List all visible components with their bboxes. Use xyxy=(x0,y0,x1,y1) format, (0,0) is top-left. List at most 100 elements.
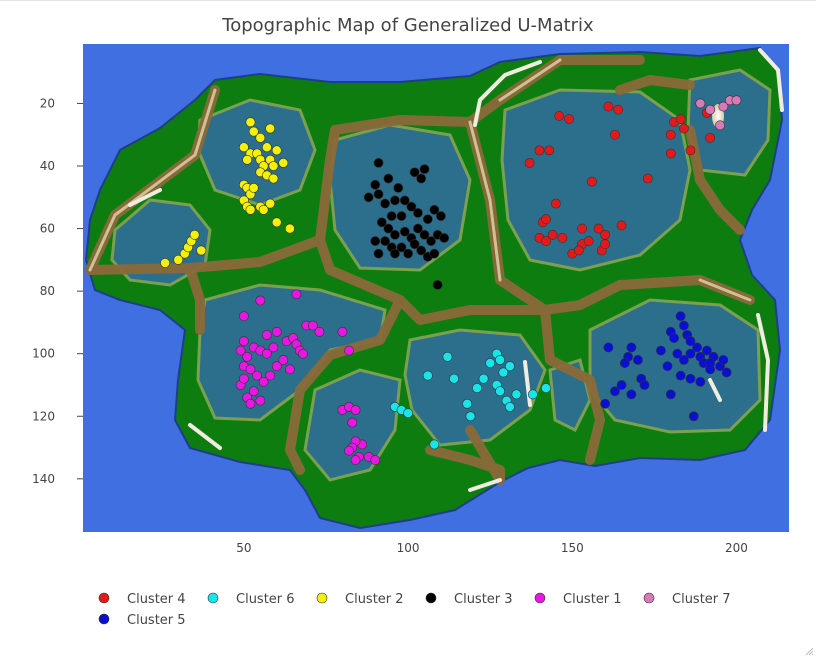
data-point[interactable] xyxy=(419,164,430,175)
data-point[interactable] xyxy=(380,236,391,246)
data-point[interactable] xyxy=(363,192,374,203)
data-point[interactable] xyxy=(705,132,716,143)
data-point[interactable] xyxy=(406,201,417,212)
data-point[interactable] xyxy=(679,123,689,134)
data-point[interactable] xyxy=(422,214,433,225)
data-point[interactable] xyxy=(449,373,459,384)
data-point[interactable] xyxy=(278,157,289,168)
legend-item[interactable]: Cluster 5 xyxy=(98,613,186,628)
data-point[interactable] xyxy=(284,364,295,375)
data-point[interactable] xyxy=(718,101,729,112)
data-point[interactable] xyxy=(616,220,627,231)
data-point[interactable] xyxy=(403,408,413,419)
data-point[interactable] xyxy=(573,245,584,256)
data-point[interactable] xyxy=(462,398,473,409)
data-point[interactable] xyxy=(524,157,535,168)
data-point[interactable] xyxy=(393,182,404,193)
data-point[interactable] xyxy=(675,370,686,381)
data-point[interactable] xyxy=(610,129,620,140)
legend-item[interactable]: Cluster 7 xyxy=(643,592,731,607)
data-point[interactable] xyxy=(370,179,381,190)
legend-item[interactable]: Cluster 3 xyxy=(425,592,513,607)
data-point[interactable] xyxy=(390,195,400,206)
data-point[interactable] xyxy=(498,367,509,378)
data-point[interactable] xyxy=(416,173,427,184)
data-point[interactable] xyxy=(504,361,515,372)
data-point[interactable] xyxy=(619,358,630,368)
data-point[interactable] xyxy=(242,351,253,362)
data-point[interactable] xyxy=(715,120,725,131)
data-point[interactable] xyxy=(245,364,256,375)
legend-item[interactable]: Cluster 6 xyxy=(207,592,295,607)
data-point[interactable] xyxy=(291,289,302,300)
data-point[interactable] xyxy=(603,101,614,112)
data-point[interactable] xyxy=(557,233,568,243)
data-point[interactable] xyxy=(429,204,440,215)
resize-grip-icon[interactable] xyxy=(804,646,814,656)
data-point[interactable] xyxy=(593,223,604,234)
data-point[interactable] xyxy=(268,173,279,184)
data-point[interactable] xyxy=(432,279,443,290)
data-point[interactable] xyxy=(429,248,440,259)
legend-item[interactable]: Cluster 1 xyxy=(534,592,622,607)
data-point[interactable] xyxy=(672,348,683,359)
data-point[interactable] xyxy=(396,242,407,253)
data-point[interactable] xyxy=(344,345,354,356)
data-point[interactable] xyxy=(478,373,489,384)
data-point[interactable] xyxy=(307,320,318,331)
data-point[interactable] xyxy=(656,345,666,356)
data-point[interactable] xyxy=(350,455,361,465)
data-point[interactable] xyxy=(600,398,611,409)
data-point[interactable] xyxy=(160,258,170,268)
data-point[interactable] xyxy=(248,182,259,193)
legend-item[interactable]: Cluster 2 xyxy=(316,592,404,607)
legend-item[interactable]: Cluster 4 xyxy=(98,592,186,607)
data-point[interactable] xyxy=(718,355,729,365)
data-point[interactable] xyxy=(298,348,308,359)
data-point[interactable] xyxy=(721,367,732,378)
data-point[interactable] xyxy=(665,389,676,400)
data-point[interactable] xyxy=(485,358,496,368)
data-point[interactable] xyxy=(511,389,522,400)
data-point[interactable] xyxy=(541,383,551,394)
data-point[interactable] xyxy=(196,245,207,256)
data-point[interactable] xyxy=(626,342,637,353)
data-point[interactable] xyxy=(688,411,699,422)
data-point[interactable] xyxy=(370,455,381,465)
data-point[interactable] xyxy=(255,295,266,306)
data-point[interactable] xyxy=(495,386,505,397)
data-point[interactable] xyxy=(685,145,696,156)
data-point[interactable] xyxy=(258,204,269,215)
data-point[interactable] xyxy=(587,176,597,187)
data-point[interactable] xyxy=(583,236,594,246)
data-point[interactable] xyxy=(380,198,391,209)
data-point[interactable] xyxy=(413,208,423,218)
data-point[interactable] xyxy=(278,355,289,365)
data-point[interactable] xyxy=(258,376,269,387)
data-point[interactable] xyxy=(265,370,276,381)
data-point[interactable] xyxy=(702,345,712,356)
data-point[interactable] xyxy=(255,132,266,143)
data-point[interactable] xyxy=(239,311,249,322)
data-point[interactable] xyxy=(633,355,643,365)
data-point[interactable] xyxy=(396,211,407,221)
data-point[interactable] xyxy=(265,198,276,209)
data-point[interactable] xyxy=(235,345,246,356)
data-point[interactable] xyxy=(284,223,295,234)
data-point[interactable] xyxy=(675,114,686,124)
data-point[interactable] xyxy=(547,229,558,240)
data-point[interactable] xyxy=(613,104,624,115)
data-point[interactable] xyxy=(173,254,184,265)
data-point[interactable] xyxy=(413,223,423,234)
data-point[interactable] xyxy=(616,380,627,390)
data-point[interactable] xyxy=(426,236,436,246)
data-point[interactable] xyxy=(527,389,538,400)
data-point[interactable] xyxy=(642,173,653,184)
data-point[interactable] xyxy=(248,386,259,397)
data-point[interactable] xyxy=(603,342,614,353)
data-point[interactable] xyxy=(409,167,420,178)
data-point[interactable] xyxy=(541,236,551,246)
data-point[interactable] xyxy=(248,126,259,137)
data-point[interactable] xyxy=(265,123,276,134)
data-point[interactable] xyxy=(376,217,387,228)
